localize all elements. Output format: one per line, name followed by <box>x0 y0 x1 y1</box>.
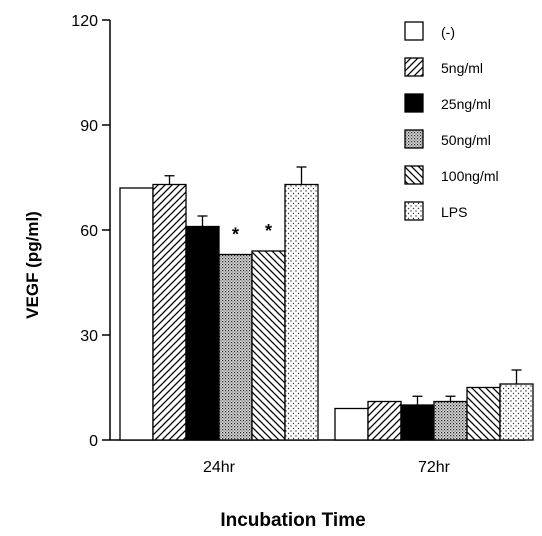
y-axis-label: VEGF (pg/ml) <box>23 211 42 319</box>
bar-0-1 <box>152 183 187 441</box>
bar-1-5 <box>499 383 534 441</box>
bar-1-3 <box>433 400 468 441</box>
bar-0-2 <box>185 225 220 441</box>
bars: * * <box>119 166 534 441</box>
legend-label: 100ng/ml <box>441 168 499 184</box>
bar-0-5 <box>284 183 319 441</box>
legend-label: 25ng/ml <box>441 96 491 112</box>
x-tick-label: 72hr <box>418 459 451 476</box>
legend-label: (-) <box>441 24 455 40</box>
bar-1-0 <box>334 407 369 441</box>
bar-0-3 <box>218 253 253 441</box>
bar-0-4 <box>251 250 286 441</box>
legend-swatch <box>404 129 424 149</box>
y-tick-label: 120 <box>71 13 98 30</box>
legend-swatch <box>404 57 424 77</box>
legend-label: 5ng/ml <box>441 60 483 76</box>
x-axis-label: Incubation Time <box>220 510 365 531</box>
y-tick-label: 60 <box>80 223 98 240</box>
y-tick-label: 0 <box>89 433 98 450</box>
legend: (-) 5ng/ml 25ng/ml 50ng/ml 100ng/ml LPS <box>404 21 499 221</box>
legend-label: LPS <box>441 204 467 220</box>
y-tick-label: 30 <box>80 328 98 345</box>
bar-1-4 <box>466 386 501 441</box>
bar-1-2 <box>400 404 435 441</box>
legend-swatch <box>404 201 424 221</box>
legend-swatch <box>404 21 424 41</box>
legend-label: 50ng/ml <box>441 132 491 148</box>
legend-swatch <box>404 165 424 185</box>
significance-marker: * <box>265 221 272 241</box>
bar-0-0 <box>119 187 154 441</box>
y-tick-label: 90 <box>80 118 98 135</box>
legend-swatch <box>404 93 424 113</box>
bar-1-1 <box>367 400 402 441</box>
x-tick-label: 24hr <box>203 459 236 476</box>
significance-marker: * <box>232 225 239 245</box>
